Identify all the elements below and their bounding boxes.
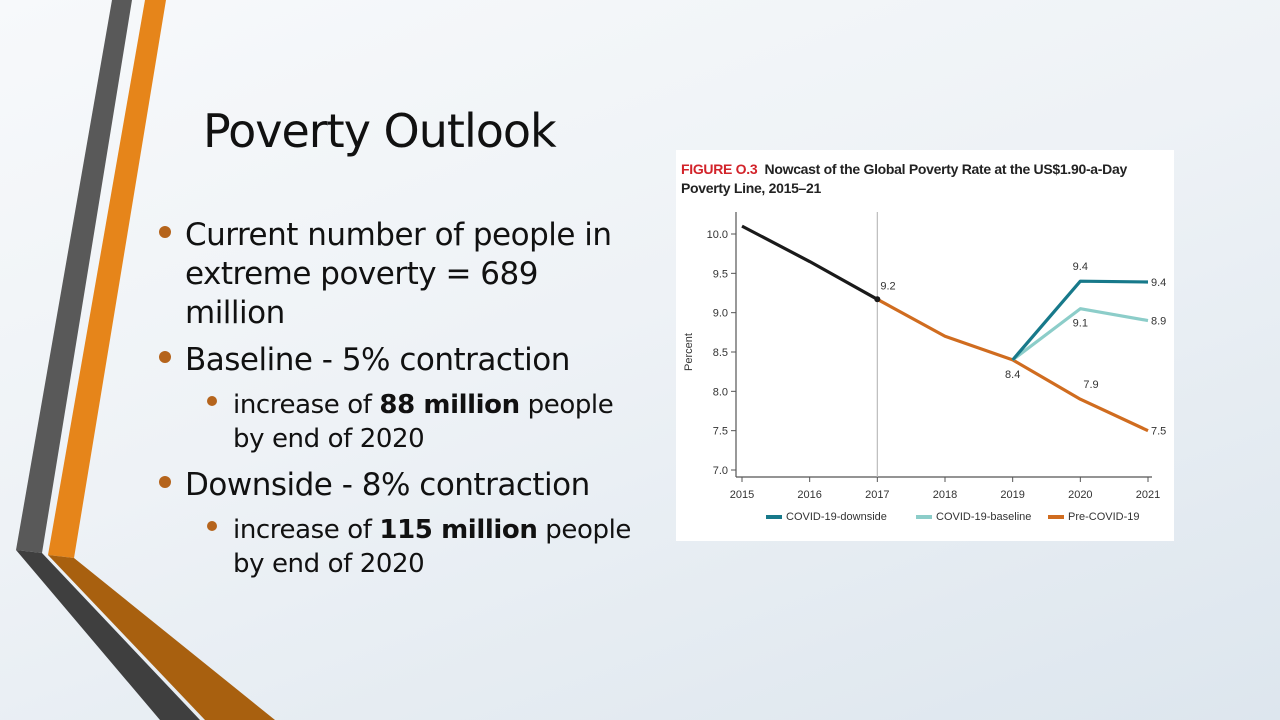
data-label: 7.9: [1083, 379, 1098, 391]
bullet-dot-icon: [207, 521, 217, 531]
y-tick-label: 7.5: [713, 426, 728, 438]
bullet-current-poverty: Current number of people in extreme pove…: [155, 216, 635, 333]
y-axis-label: Percent: [683, 333, 695, 371]
data-label: 7.5: [1151, 426, 1166, 438]
legend-swatch: [1048, 515, 1064, 519]
y-tick-label: 10.0: [707, 229, 728, 241]
sub-bullet-downside-increase: increase of 115 million people by end of…: [155, 513, 635, 581]
series-line-pre-covid-19: [876, 297, 1149, 433]
dark-orange-accent-bar: [48, 555, 275, 720]
legend-label: COVID-19-baseline: [936, 511, 1031, 523]
bullet-text-post: people by end of 2020: [233, 515, 632, 579]
chart-figure: FIGURE O.3 Nowcast of the Global Poverty…: [676, 150, 1174, 541]
y-tick-label: 7.0: [713, 465, 728, 477]
data-label: 8.4: [1005, 369, 1020, 381]
y-tick-label: 9.0: [713, 308, 728, 320]
x-tick-label: 2015: [730, 489, 754, 501]
bullet-dot-icon: [207, 396, 217, 406]
bullet-list: Current number of people in extreme pove…: [155, 216, 635, 591]
series-line-historical: [741, 224, 879, 301]
legend-swatch: [766, 515, 782, 519]
bullet-downside: Downside - 8% contraction: [155, 466, 635, 505]
data-label: 9.2: [880, 280, 895, 292]
data-label: 8.9: [1151, 316, 1166, 328]
bullet-text: Current number of people in extreme pove…: [185, 217, 612, 331]
bullet-text: Baseline - 5% contraction: [185, 342, 570, 378]
bullet-text-post: people by end of 2020: [233, 390, 614, 454]
bullet-text-bold: 88 million: [379, 390, 520, 420]
bullet-dot-icon: [159, 351, 171, 363]
data-label: 9.4: [1073, 261, 1088, 273]
x-tick-label: 2017: [865, 489, 889, 501]
y-tick-label: 9.5: [713, 268, 728, 280]
orange-accent-bar: [48, 0, 166, 558]
x-tick-label: 2021: [1136, 489, 1160, 501]
x-tick-label: 2018: [933, 489, 957, 501]
sub-bullet-baseline-increase: increase of 88 million people by end of …: [155, 388, 635, 456]
series-line-covid-19-baseline: [1011, 307, 1149, 362]
figure-label: FIGURE O.3: [681, 161, 758, 177]
x-tick-label: 2016: [797, 489, 821, 501]
bullet-text-pre: increase of: [233, 390, 380, 420]
series-line-covid-19-downside: [1011, 279, 1149, 361]
bullet-baseline: Baseline - 5% contraction: [155, 341, 635, 380]
bullet-dot-icon: [159, 476, 171, 488]
bullet-text-bold: 115 million: [379, 515, 538, 545]
legend-label: Pre-COVID-19: [1068, 511, 1140, 523]
x-tick-label: 2019: [1000, 489, 1024, 501]
y-tick-label: 8.0: [713, 386, 728, 398]
data-point-2017: [874, 296, 881, 303]
x-tick-label: 2020: [1068, 489, 1092, 501]
dark-gray-accent-bar: [16, 550, 200, 720]
data-label: 9.1: [1073, 318, 1088, 330]
bullet-dot-icon: [159, 226, 171, 238]
gray-accent-bar: [16, 0, 132, 553]
data-label: 9.4: [1151, 277, 1166, 289]
y-tick-label: 8.5: [713, 347, 728, 359]
figure-title-text: Nowcast of the Global Poverty Rate at th…: [681, 161, 1127, 196]
bullet-text: Downside - 8% contraction: [185, 467, 590, 503]
bullet-text-pre: increase of: [233, 515, 380, 545]
line-chart: 7.0 7.5 8.0 8.5 9.0 9.5 10.0 Percent 2015 2016 201…: [683, 212, 1166, 523]
chart-title: FIGURE O.3 Nowcast of the Global Poverty…: [681, 160, 1171, 198]
slide-title: Poverty Outlook: [203, 104, 557, 158]
legend-swatch: [916, 515, 932, 519]
legend-label: COVID-19-downside: [786, 511, 887, 523]
